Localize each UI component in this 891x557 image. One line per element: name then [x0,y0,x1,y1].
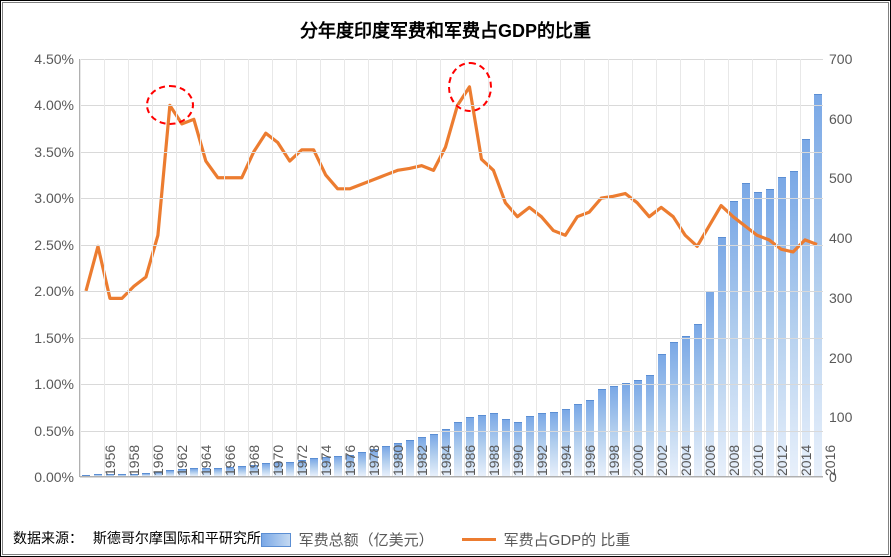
ytick-left: 4.00% [34,97,80,113]
ytick-left: 0.00% [34,469,80,485]
xtick: 2004 [670,445,694,476]
xtick: 2006 [694,445,718,476]
xtick: 2012 [766,445,790,476]
legend-line-label: 军费占GDP的 比重 [504,529,631,550]
xtick: 1964 [190,445,214,476]
gridline [80,477,823,478]
ytick-right: 400 [823,230,852,246]
chart-frame: 分年度印度军费和军费占GDP的比重 0.00%0.50%1.00%1.50%2.… [2,2,889,555]
ytick-left: 3.00% [34,190,80,206]
legend: 军费总额（亿美元） 军费占GDP的 比重 [3,529,888,550]
chart-title: 分年度印度军费和军费占GDP的比重 [3,17,888,43]
xtick: 1992 [526,445,550,476]
legend-bars-label: 军费总额（亿美元） [299,529,434,550]
xtick: 2008 [718,445,742,476]
xtick: 1970 [262,445,286,476]
legend-line-swatch [462,538,496,541]
ytick-left: 4.50% [34,51,80,67]
line-series [80,59,823,476]
ytick-right: 200 [823,350,852,366]
xtick: 1988 [478,445,502,476]
legend-line: 军费占GDP的 比重 [462,529,631,550]
ytick-right: 300 [823,290,852,306]
ytick-left: 2.00% [34,283,80,299]
xtick: 1980 [382,445,406,476]
xtick: 1982 [406,445,430,476]
line-path [86,87,817,299]
ytick-right: 700 [823,51,852,67]
xtick: 1960 [142,445,166,476]
ytick-right: 100 [823,409,852,425]
xtick: 1972 [286,445,310,476]
xtick: 2010 [742,445,766,476]
plot-area: 0.00%0.50%1.00%1.50%2.00%2.50%3.00%3.50%… [79,59,823,477]
xtick: 1974 [310,445,334,476]
xtick: 2016 [814,445,838,476]
xtick: 1990 [502,445,526,476]
xtick: 1994 [550,445,574,476]
xtick: 1996 [574,445,598,476]
xtick: 1978 [358,445,382,476]
ytick-right: 600 [823,111,852,127]
xtick: 1962 [166,445,190,476]
xtick: 1968 [238,445,262,476]
ytick-left: 2.50% [34,237,80,253]
legend-bars-swatch [261,533,291,547]
xtick: 1986 [454,445,478,476]
xtick: 1998 [598,445,622,476]
xtick: 1976 [334,445,358,476]
ytick-left: 3.50% [34,144,80,160]
ytick-right: 500 [823,170,852,186]
xtick: 1966 [214,445,238,476]
xtick: 1958 [118,445,142,476]
xtick: 2014 [790,445,814,476]
xtick: 1956 [94,445,118,476]
chart-card: 分年度印度军费和军费占GDP的比重 0.00%0.50%1.00%1.50%2.… [0,0,891,557]
xtick: 1984 [430,445,454,476]
ytick-left: 1.50% [34,330,80,346]
legend-bars: 军费总额（亿美元） [261,529,434,550]
ytick-left: 1.00% [34,376,80,392]
xtick: 2000 [622,445,646,476]
xtick: 2002 [646,445,670,476]
ytick-left: 0.50% [34,423,80,439]
